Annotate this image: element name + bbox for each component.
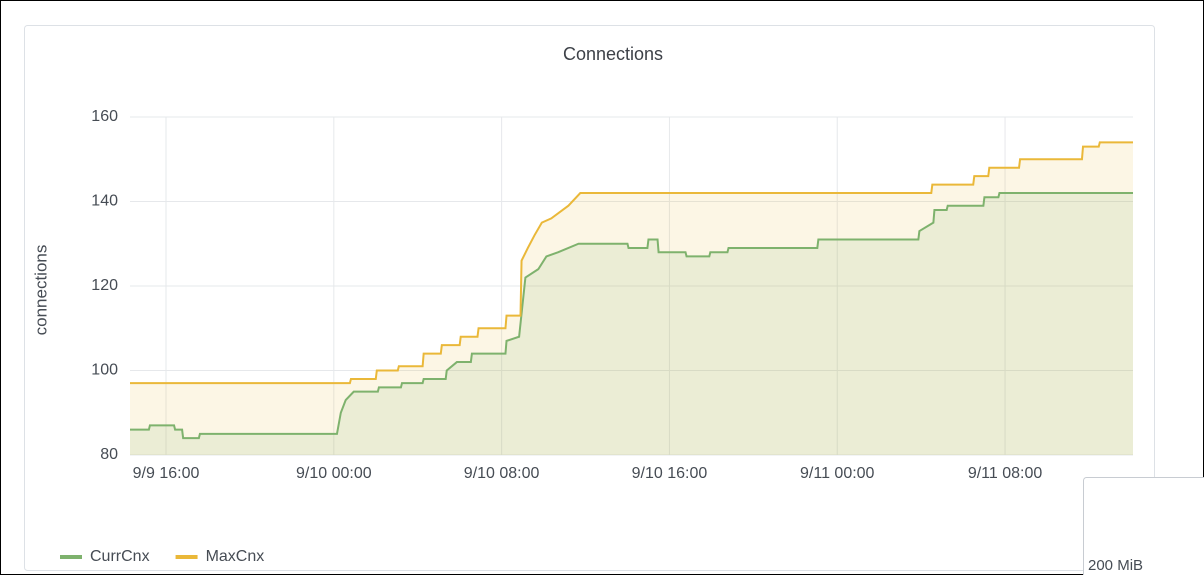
x-tick-label: 9/9 16:00: [133, 465, 200, 482]
x-tick-label: 9/11 00:00: [800, 465, 875, 482]
legend-label: MaxCnx: [206, 548, 265, 565]
x-tick-label: 9/10 08:00: [464, 465, 540, 482]
y-axis-label: connections: [31, 245, 50, 336]
y-tick-label: 120: [91, 277, 118, 294]
series-line: [130, 192, 1133, 440]
series-area: [130, 142, 1133, 455]
series-area: [130, 193, 1133, 456]
other-panel: [1083, 477, 1204, 575]
y-tick-label: 80: [100, 446, 118, 463]
series-line: [130, 141, 1133, 385]
x-tick-label: 9/11 08:00: [968, 465, 1043, 482]
y-tick-label: 160: [91, 108, 118, 125]
y-tick-label: 140: [91, 193, 118, 210]
x-tick-label: 9/10 16:00: [632, 465, 708, 482]
y-tick-label: 100: [91, 362, 118, 379]
legend-label: CurrCnx: [90, 548, 150, 565]
other-panel-tick: 200 MiB: [1088, 557, 1143, 574]
chart-title: Connections: [563, 44, 663, 64]
x-tick-label: 9/10 00:00: [296, 465, 372, 482]
